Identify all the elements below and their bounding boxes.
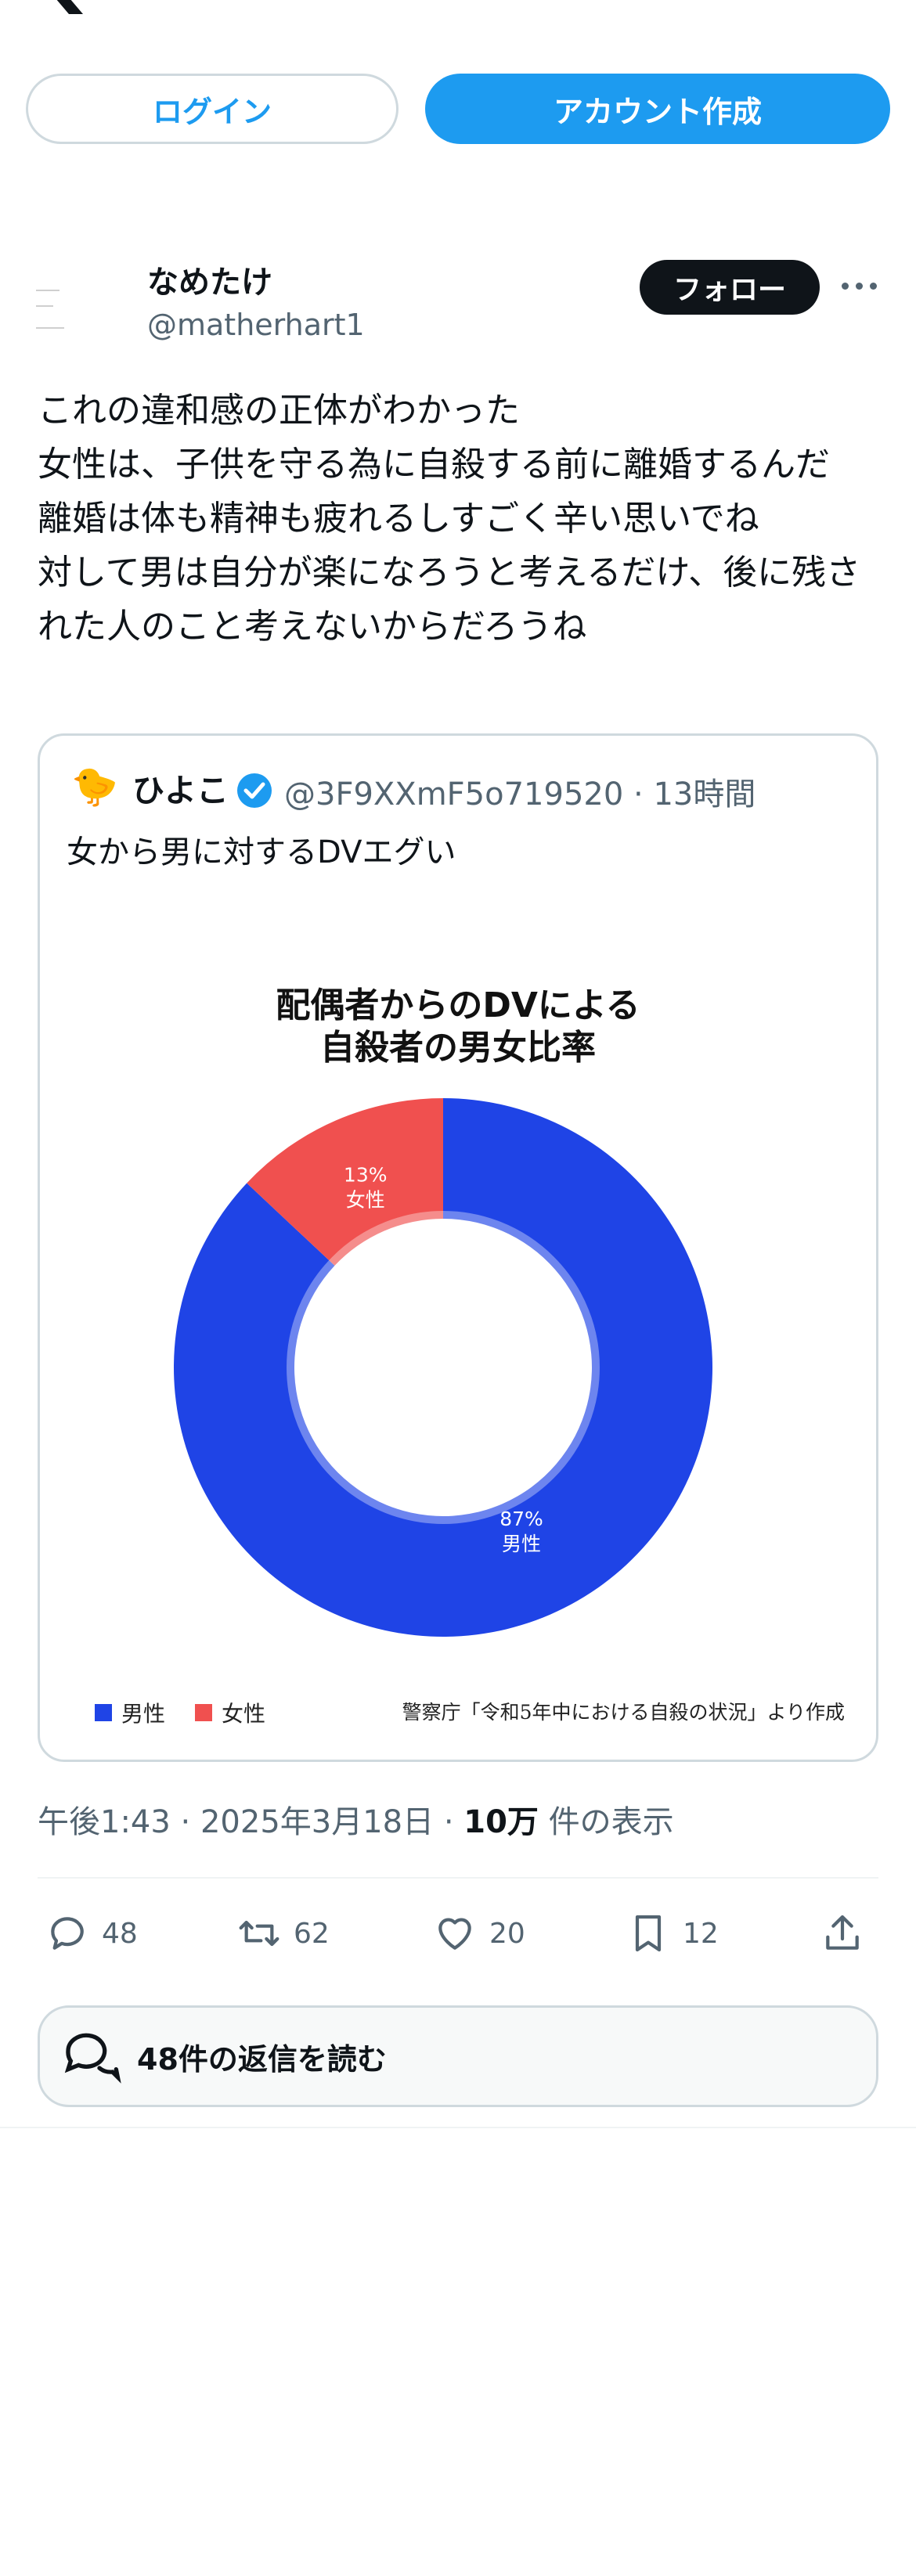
follow-button[interactable]: フォロー [640,260,820,315]
auth-buttons: ログイン アカウント作成 [26,74,890,144]
share-button[interactable] [820,1902,864,1965]
reply-count: 48 [102,1917,138,1950]
bookmark-button[interactable]: 12 [626,1902,719,1965]
retweet-count: 62 [294,1917,330,1950]
signup-button[interactable]: アカウント作成 [425,74,890,144]
retweet-button[interactable]: 62 [237,1902,330,1965]
chart-source: 警察庁「令和5年中における自殺の状況」より作成 [402,1701,845,1724]
like-count: 20 [489,1917,525,1950]
x-logo-icon[interactable] [39,0,86,14]
legend-item-female: 女性 [195,1697,265,1728]
chart-title-line2: 自殺者の男女比率 [320,1028,596,1068]
action-bar: 48 62 20 12 [38,1902,883,1965]
speech-bubbles-icon [64,2033,121,2084]
quote-avatar[interactable]: 🐤 [71,765,118,809]
tweet-text: これの違和感の正体がわかった 女性は、子供を守る為に自殺する前に離婚するんだ 離… [38,391,861,647]
tweet-meta: 午後1:43 · 2025年3月18日 · 10万 件の表示 [38,1796,674,1842]
like-button[interactable]: 20 [433,1902,525,1965]
views-count: 10万 [463,1804,539,1840]
login-button[interactable]: ログイン [26,74,398,144]
reply-button[interactable]: 48 [45,1902,138,1965]
data-label-value-male: 87% [499,1508,543,1530]
like-icon [438,1918,471,1950]
chart-legend: 男性 女性 [95,1697,283,1728]
data-label-value-female: 13% [344,1164,388,1187]
legend-label-female: 女性 [222,1701,266,1727]
legend-item-male: 男性 [95,1697,165,1728]
read-replies-label: 48件の返信を読む [137,2041,387,2077]
retweet-icon [239,1920,279,1947]
bookmark-icon [635,1915,662,1952]
views-label: 件の表示 [538,1804,674,1840]
divider [38,1877,878,1879]
donut-inner-ring [287,1211,600,1524]
legend-swatch-male [95,1704,112,1721]
quote-text: 女から男に対するDVエグい [67,834,456,870]
tweet-time[interactable]: 午後1:43 · 2025年3月18日 · [38,1804,464,1840]
verified-icon [237,773,272,808]
pie-slice-male [173,1098,713,1637]
quote-display-name[interactable]: ひよこ [132,772,229,809]
more-icon[interactable] [842,278,881,294]
avatar[interactable] [31,258,75,344]
legend-label-male: 男性 [121,1701,166,1727]
quote-handle-time[interactable]: @3F9XXmF5o719520 · 13時間 [284,776,756,812]
author-handle[interactable]: @matherhart1 [147,308,365,342]
pie-slice-female [247,1098,443,1266]
share-icon [826,1915,859,1950]
chart-title-line1: 配偶者からのDVによる [276,985,640,1025]
data-label-category-female: 女性 [346,1189,385,1212]
bookmark-count: 12 [683,1917,719,1950]
reply-icon [51,1917,84,1950]
read-replies-button[interactable]: 48件の返信を読む [38,2005,878,2107]
author-display-name[interactable]: なめたけ [147,265,272,301]
divider [0,2127,916,2128]
donut-chart: 87% 男性 13%女性 [173,1098,713,1637]
legend-swatch-female [195,1704,213,1721]
quoted-tweet-card[interactable]: 🐤 ひよこ @3F9XXmF5o719520 · 13時間 女から男に対するDV… [38,733,878,1762]
data-label-category-male: 男性 [502,1533,541,1555]
